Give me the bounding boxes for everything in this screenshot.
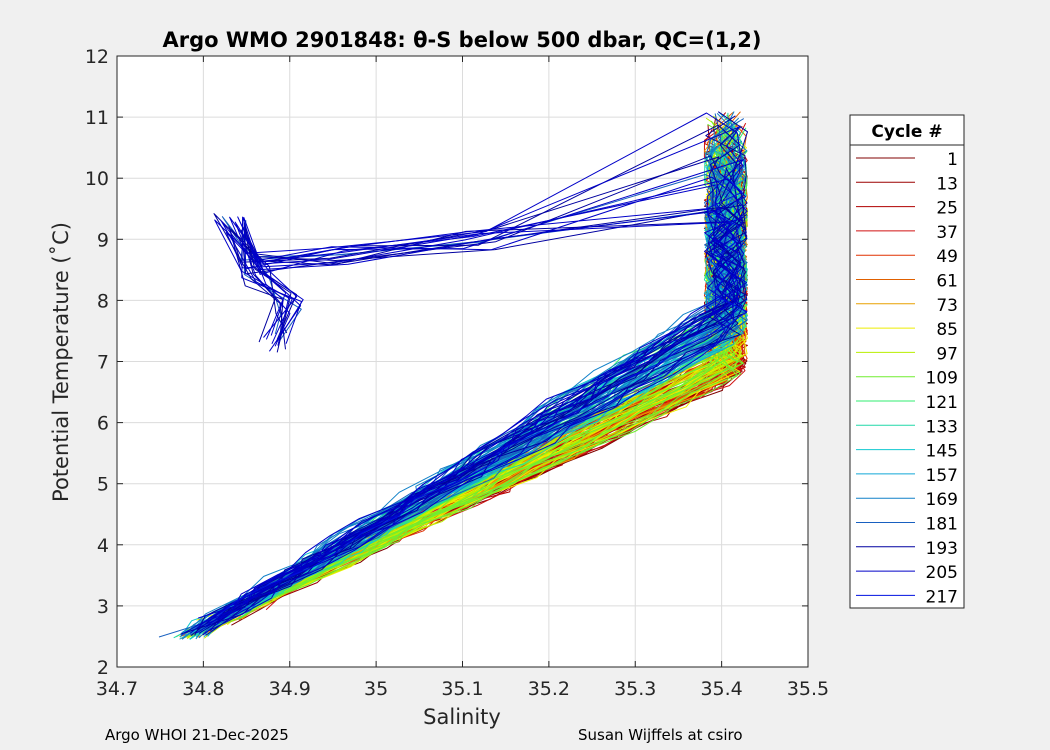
x-tick-label: 35.3: [614, 678, 656, 700]
legend: Cycle # 1 13 25 37 49 61 73 85 97 109 121 133 145 157…: [849, 114, 965, 609]
chart-title: Argo WMO 2901848: θ-S below 500 dbar, QC…: [163, 28, 762, 52]
profile-line-cycle-213: [202, 159, 744, 636]
y-tick-label: 4: [97, 535, 109, 557]
x-tick-label: 35.1: [441, 678, 483, 700]
profile-line-cycle-210: [180, 178, 747, 635]
legend-entry: 133: [926, 417, 958, 437]
legend-entry: 181: [926, 515, 958, 535]
legend-title: Cycle #: [871, 122, 942, 142]
legend-entry: 205: [926, 563, 958, 583]
profile-line-cycle-215: [226, 167, 737, 621]
x-tick-label: 34.9: [269, 678, 311, 700]
legend-entry: 1: [947, 150, 958, 170]
profile-line-cycle-216: [204, 210, 738, 627]
y-tick-label: 6: [97, 413, 109, 435]
profile-line-cycle-209: [189, 216, 745, 634]
profile-line-cycle-211: [204, 184, 741, 634]
legend-entry: 49: [936, 247, 958, 267]
legend-entry: 13: [936, 174, 958, 194]
legend-entry: 73: [936, 296, 958, 316]
x-tick-label: 35.5: [787, 678, 829, 700]
legend-entry: 121: [926, 393, 958, 413]
x-tick-label: 34.8: [182, 678, 224, 700]
legend-entry: 193: [926, 539, 958, 559]
x-tick-label: 35.4: [700, 678, 742, 700]
legend-entry: 61: [936, 272, 958, 292]
y-axis-label: Potential Temperature (˚C): [49, 222, 73, 502]
y-tick-label: 3: [97, 596, 109, 618]
legend-box: [849, 114, 965, 609]
legend-entry: 85: [936, 320, 958, 340]
legend-entry: 97: [936, 344, 958, 364]
y-tick-label: 11: [85, 107, 109, 129]
profile-lines: [158, 111, 748, 640]
axis-ticks: 34.7 34.8 34.9 35 35.1 35.2 35.3 35.4 35.5 2 3 4 5 6 7…: [85, 46, 829, 700]
profile-line-cycle-217: [215, 174, 748, 619]
y-tick-label: 10: [85, 168, 109, 190]
footer-left: Argo WHOI 21-Dec-2025: [105, 726, 289, 744]
legend-entry: 109: [926, 369, 958, 389]
profile-line-cycle-188: [197, 113, 744, 634]
profile-line-cycle-117: [206, 184, 746, 628]
y-tick-label: 2: [97, 657, 109, 679]
legend-entry: 217: [926, 587, 958, 607]
y-tick-label: 5: [97, 474, 109, 496]
y-tick-label: 9: [97, 229, 109, 251]
legend-entry: 37: [936, 223, 958, 243]
profile-line-cycle-208: [196, 126, 748, 634]
x-tick-label: 34.7: [96, 678, 138, 700]
legend-entry: 157: [926, 466, 958, 486]
profile-line-cycle-212: [199, 112, 741, 628]
legend-entry: 169: [926, 490, 958, 510]
profile-line-cycle-214: [208, 176, 748, 622]
legend-entry: 145: [926, 442, 958, 462]
legend-entry: 25: [936, 199, 958, 219]
footer-right: Susan Wijffels at csiro: [578, 726, 743, 744]
x-tick-label: 35: [364, 678, 388, 700]
y-tick-label: 7: [97, 352, 109, 374]
x-tick-label: 35.2: [528, 678, 570, 700]
y-tick-label: 12: [85, 46, 109, 68]
profile-line-cycle-201: [194, 124, 746, 636]
x-axis-label: Salinity: [423, 705, 501, 729]
y-tick-label: 8: [97, 290, 109, 312]
